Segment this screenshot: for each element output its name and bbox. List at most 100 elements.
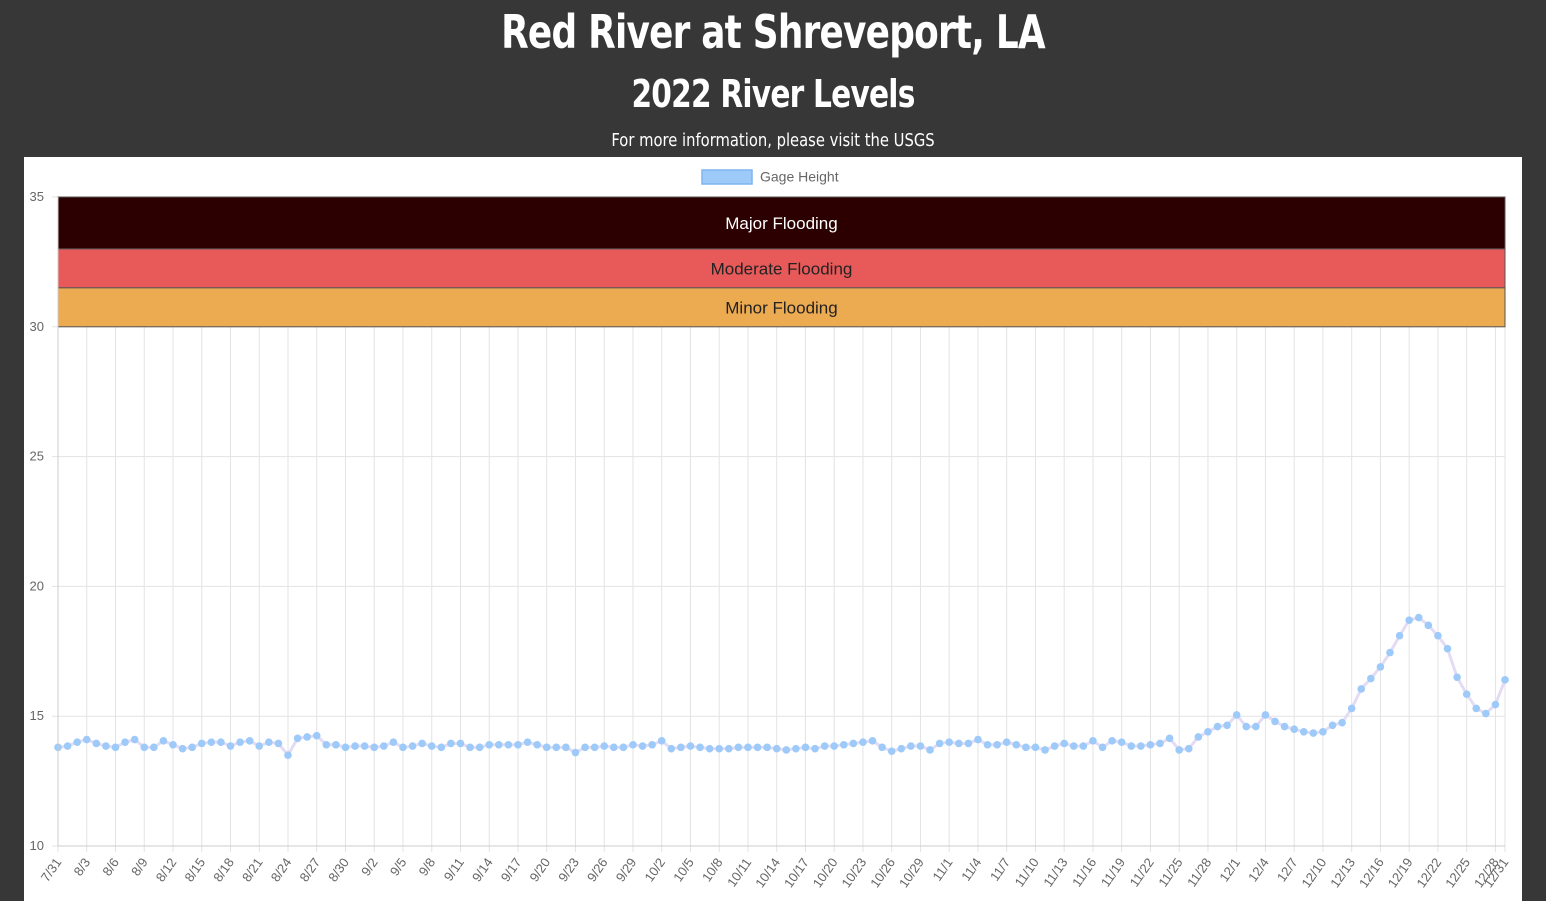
data-point [274, 739, 283, 748]
data-point [408, 742, 417, 750]
data-point [1031, 743, 1040, 752]
legend-swatch[interactable] [701, 169, 753, 185]
data-point [1319, 727, 1327, 736]
data-point [102, 742, 110, 750]
data-point [245, 737, 254, 745]
data-point [427, 742, 436, 750]
data-point [351, 742, 359, 750]
x-tick-label: 12/1 [1216, 855, 1243, 884]
data-point [590, 743, 599, 752]
data-point [217, 738, 225, 746]
y-tick-label: 10 [30, 838, 44, 853]
data-point [1482, 709, 1490, 718]
data-point [1060, 739, 1068, 748]
x-tick-label: 9/23 [555, 855, 582, 884]
data-point [954, 739, 963, 748]
data-point [983, 740, 992, 749]
legend-label[interactable]: Gage Height [760, 169, 839, 185]
data-point [945, 738, 953, 746]
x-tick-label: 11/22 [1126, 855, 1156, 889]
data-point [600, 742, 609, 750]
data-point [466, 743, 474, 752]
x-tick-label: 10/8 [699, 855, 726, 884]
info-text: For more information, please visit the [611, 130, 894, 151]
data-point [370, 743, 379, 752]
data-point [993, 740, 1001, 749]
data-point [1156, 739, 1164, 748]
data-point [360, 742, 369, 750]
data-point [303, 733, 311, 741]
x-tick-label: 8/30 [325, 855, 352, 884]
x-tick-label: 11/19 [1098, 855, 1128, 889]
x-tick-label: 11/10 [1012, 855, 1042, 889]
data-point [801, 743, 810, 752]
data-point [1472, 704, 1481, 713]
x-tick-label: 8/12 [153, 855, 180, 884]
y-tick-label: 35 [30, 189, 44, 204]
data-point [1367, 674, 1375, 683]
data-point [897, 744, 906, 753]
data-point [571, 748, 580, 757]
x-tick-label: 9/11 [441, 855, 467, 884]
data-point [1491, 700, 1500, 709]
data-point [907, 742, 915, 750]
data-point [1146, 740, 1155, 749]
data-point [859, 738, 867, 746]
x-tick-label: 9/17 [498, 855, 525, 884]
data-point [1232, 711, 1241, 719]
data-point [1271, 717, 1279, 726]
x-tick-label: 8/9 [128, 855, 151, 878]
data-point [255, 742, 264, 750]
x-tick-label: 11/16 [1069, 855, 1099, 889]
x-tick-label: 7/31 [38, 855, 65, 884]
x-tick-label: 8/15 [181, 855, 208, 884]
data-point [964, 739, 973, 748]
data-point [926, 746, 934, 754]
data-point [121, 738, 129, 746]
data-point [178, 744, 187, 753]
data-point [1462, 690, 1471, 698]
data-point [763, 743, 771, 752]
data-point [1223, 721, 1231, 730]
data-point [830, 742, 839, 750]
x-tick-label: 9/14 [469, 855, 496, 884]
x-tick-label: 8/3 [71, 855, 94, 878]
x-tick-label: 10/23 [838, 855, 869, 890]
data-point [207, 738, 216, 746]
data-point [1280, 722, 1289, 731]
moderate-flooding-band [57, 248, 1506, 289]
x-tick-label: 10/26 [867, 855, 898, 890]
x-tick-label: 10/2 [641, 855, 668, 884]
x-tick-label: 10/20 [810, 855, 841, 890]
data-point [1165, 734, 1174, 743]
x-tick-label: 8/21 [239, 855, 266, 884]
data-point [82, 735, 91, 744]
info-line: For more information, please visit the U… [139, 128, 1407, 154]
data-point [1299, 727, 1308, 736]
data-point [1002, 738, 1011, 746]
data-point [63, 742, 72, 750]
data-point [1079, 742, 1088, 750]
data-point [284, 751, 292, 759]
data-point [1022, 743, 1030, 752]
data-point [753, 743, 762, 752]
x-tick-label: 12/19 [1385, 855, 1416, 890]
data-point [610, 743, 618, 752]
data-point [542, 743, 551, 752]
data-point [820, 742, 829, 750]
data-point [1184, 744, 1193, 753]
data-point [562, 743, 570, 752]
data-point [1347, 704, 1356, 713]
data-point [418, 739, 426, 748]
data-point [1175, 746, 1183, 754]
data-point [667, 744, 676, 753]
usgs-link[interactable]: USGS [893, 130, 935, 151]
x-tick-label: 10/17 [781, 855, 812, 890]
x-tick-label: 9/5 [387, 855, 410, 878]
data-point [648, 740, 656, 749]
data-point [1501, 676, 1509, 684]
x-tick-label: 12/4 [1245, 855, 1272, 884]
data-point [150, 743, 158, 752]
data-point [1261, 711, 1270, 719]
data-point [1395, 631, 1404, 640]
